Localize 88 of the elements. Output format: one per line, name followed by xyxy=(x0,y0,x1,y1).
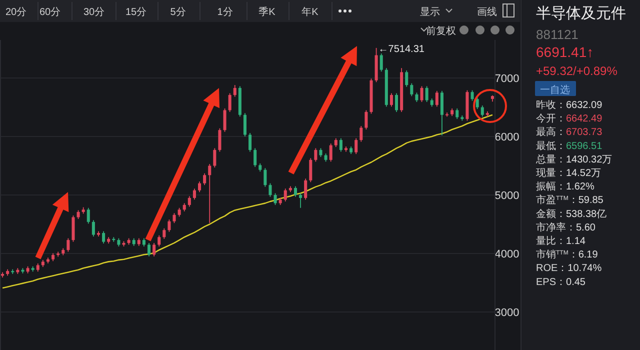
candlestick xyxy=(360,126,363,142)
candlestick xyxy=(410,82,414,97)
candlestick xyxy=(243,112,246,137)
candlestick xyxy=(66,238,70,252)
text: 现量：14.52万 xyxy=(536,168,602,179)
candlestick xyxy=(268,182,272,198)
candlestick xyxy=(233,84,236,98)
candlestick xyxy=(72,215,75,242)
candlestick xyxy=(162,228,166,240)
candlestick xyxy=(394,92,398,112)
candlestick xyxy=(354,138,358,155)
text: 半导体及元件 xyxy=(536,5,626,22)
text: 显示 xyxy=(420,7,440,18)
text: 一自选 xyxy=(540,84,570,96)
candlestick xyxy=(309,158,312,183)
text: 市销$^{TTM}$：6.19 xyxy=(536,248,598,261)
candlestick xyxy=(420,86,424,102)
candlestick xyxy=(364,110,368,130)
candlestick xyxy=(299,192,302,208)
candlestick xyxy=(390,92,393,108)
annotation: ←7514.31 xyxy=(378,44,425,55)
candlestick xyxy=(304,178,308,200)
y-tick-label: 4000 xyxy=(494,248,520,260)
candlestick xyxy=(435,90,438,108)
candlestick xyxy=(228,92,232,112)
candlestick xyxy=(476,96,479,110)
y-tick-label: 3000 xyxy=(494,306,520,319)
candlestick xyxy=(168,219,171,232)
candlestick xyxy=(213,148,216,168)
y-tick-label: 5000 xyxy=(494,190,520,202)
candlestick xyxy=(188,196,191,208)
text: 今开：6642.49 xyxy=(536,112,603,125)
candlestick xyxy=(480,105,484,118)
candlestick xyxy=(102,230,106,244)
text: 30分 xyxy=(83,6,105,18)
text: 20分 xyxy=(5,6,27,18)
text: 昨收：6632.09 xyxy=(536,99,603,111)
candlestick xyxy=(152,242,156,257)
text: 画线 xyxy=(477,6,497,18)
candlestick xyxy=(218,128,222,152)
text: 6691.41↑ xyxy=(536,44,594,60)
text: 振幅：1.62% xyxy=(536,180,594,193)
candlestick xyxy=(415,92,418,102)
candlestick xyxy=(329,143,332,162)
text: 5分 xyxy=(170,6,186,18)
candlestick xyxy=(380,53,383,72)
candlestick xyxy=(274,192,277,206)
candlestick xyxy=(440,90,444,136)
y-tick-label: 6000 xyxy=(494,132,520,144)
candlestick xyxy=(223,108,226,132)
text: 最低：6596.51 xyxy=(536,140,603,152)
candlestick xyxy=(339,138,342,152)
text: 年K xyxy=(302,6,319,18)
candlestick xyxy=(284,188,287,202)
candlestick xyxy=(158,234,161,247)
text: 市净率：5.60 xyxy=(536,221,596,234)
y-tick-label: 7000 xyxy=(494,73,520,86)
text: 15分 xyxy=(125,6,147,18)
candlestick xyxy=(208,164,212,224)
candlestick xyxy=(456,108,459,120)
text: 最高：6703.73 xyxy=(536,126,603,138)
candlestick xyxy=(294,186,297,198)
text: 量比：1.14 xyxy=(536,235,586,247)
candlestick xyxy=(425,86,428,102)
candlestick xyxy=(192,188,196,200)
text: 前复权 xyxy=(426,25,456,37)
candlestick xyxy=(264,168,267,188)
text: +59.32/+0.89% xyxy=(536,64,618,78)
candlestick xyxy=(172,212,176,224)
candlestick xyxy=(248,132,252,152)
candlestick xyxy=(405,70,408,88)
candlestick xyxy=(92,220,95,237)
text: 总量：1430.32万 xyxy=(535,153,612,166)
text: ROE：10.74% xyxy=(536,263,602,274)
candlestick xyxy=(147,242,151,257)
candlestick xyxy=(470,90,474,102)
candlestick xyxy=(254,148,257,168)
candlestick xyxy=(86,207,90,224)
text: 60分 xyxy=(39,6,61,18)
text: EPS：0.45 xyxy=(536,276,586,288)
text: 季K xyxy=(258,6,276,18)
candlestick xyxy=(203,172,206,186)
text: 1分 xyxy=(217,6,233,18)
candlestick xyxy=(198,181,202,193)
text: 881121 xyxy=(536,27,578,42)
candlestick xyxy=(314,148,318,162)
text: 金额：538.38亿 xyxy=(536,208,607,220)
text: 市盈$^{TTM}$：59.85 xyxy=(536,194,604,206)
